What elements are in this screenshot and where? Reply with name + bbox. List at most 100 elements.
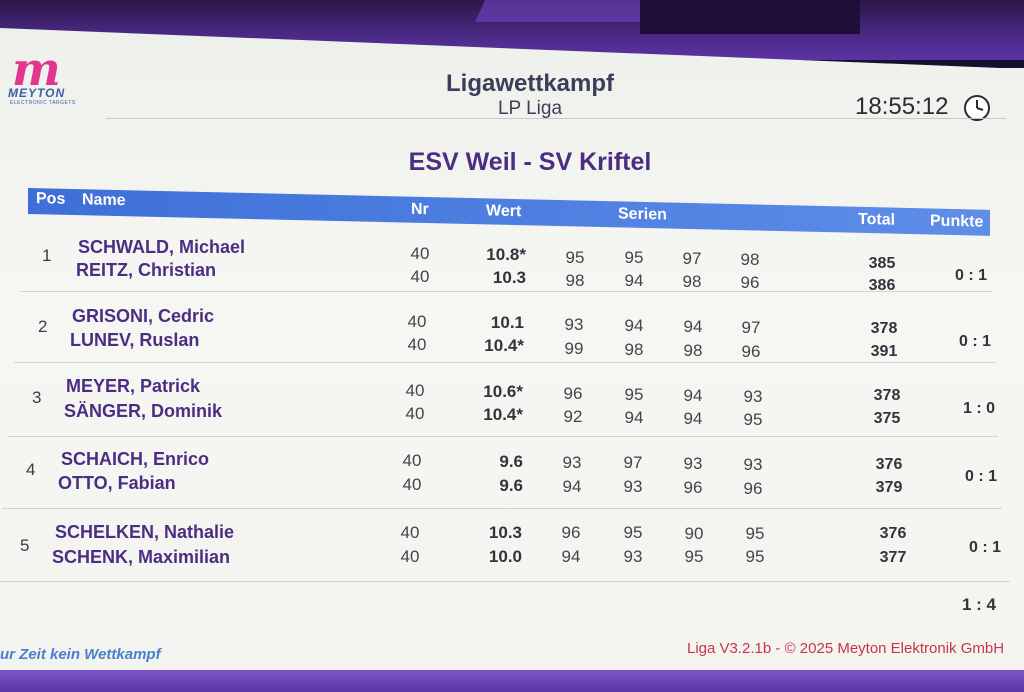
serie-value: 98 [683, 341, 703, 360]
final-score: 1 : 4 [962, 595, 997, 614]
serie-value: 90 [684, 524, 704, 543]
shooter-nr: 40 [405, 404, 425, 423]
shooter-nr: 40 [402, 475, 422, 494]
serie-value: 95 [624, 385, 644, 404]
serie-value: 97 [741, 318, 761, 337]
pair-position: 4 [26, 460, 36, 479]
shooter-name: OTTO, Fabian [58, 473, 176, 493]
row-divider [0, 581, 1010, 582]
col-name: Name [82, 191, 126, 210]
serie-value: 94 [683, 409, 703, 428]
shooter-name: SÄNGER, Dominik [64, 401, 223, 421]
app-title: Ligawettkampf [445, 70, 615, 97]
shooter-nr: 40 [405, 381, 425, 400]
shooter-wert: 10.1 [490, 313, 524, 332]
shooter-wert: 9.6 [499, 476, 523, 495]
serie-value: 95 [624, 248, 644, 267]
serie-value: 93 [743, 455, 763, 474]
serie-value: 93 [623, 547, 643, 566]
shooter-total: 379 [875, 479, 903, 496]
col-total: Total [858, 210, 896, 229]
pair-result: 0 : 1 [968, 539, 1001, 556]
serie-value: 95 [684, 547, 704, 566]
shooter-wert: 10.4* [483, 405, 523, 424]
serie-value: 92 [563, 407, 583, 426]
serie-value: 93 [683, 454, 703, 473]
serie-value: 98 [682, 272, 702, 291]
shooter-nr: 40 [407, 335, 427, 354]
serie-value: 95 [623, 523, 643, 542]
serie-value: 96 [561, 523, 581, 542]
serie-value: 95 [745, 524, 765, 543]
status-ticker: ur Zeit kein Wettkampf [0, 646, 161, 663]
serie-value: 99 [564, 339, 584, 358]
pair-result: 0 : 1 [954, 267, 987, 284]
shooter-total: 378 [870, 320, 898, 337]
match-title: ESV Weil - SV Kriftel [408, 148, 652, 176]
serie-value: 93 [743, 387, 763, 406]
shooter-name: SCHELKEN, Nathalie [55, 522, 235, 542]
shooter-total: 376 [875, 456, 903, 473]
col-wert: Wert [486, 202, 522, 221]
serie-value: 96 [683, 478, 703, 497]
shooter-wert: 10.6* [483, 382, 523, 401]
serie-value: 93 [623, 477, 643, 496]
serie-value: 95 [743, 410, 763, 429]
serie-value: 97 [623, 453, 643, 472]
clock-time: 18:55:12 [855, 93, 949, 120]
footer-version: Liga V3.2.1b - © 2025 Meyton Elektronik … [687, 640, 1005, 657]
logo-mark: m [12, 42, 61, 96]
shooter-name: SCHENK, Maximilian [52, 547, 231, 567]
clock-icon [964, 95, 990, 121]
col-punkte: Punkte [930, 212, 984, 231]
serie-value: 93 [562, 453, 582, 472]
pair-position: 3 [32, 388, 42, 407]
row-divider [2, 508, 1002, 509]
shooter-wert: 10.8* [486, 245, 526, 264]
logo-brand: MEYTON [8, 86, 66, 100]
shooter-wert: 10.3 [488, 523, 522, 542]
shooter-total: 378 [873, 387, 901, 404]
serie-value: 96 [743, 479, 763, 498]
shooter-wert: 10.4* [484, 336, 524, 355]
serie-value: 98 [740, 250, 760, 269]
pair-result: 0 : 1 [964, 468, 997, 485]
pair-result: 0 : 1 [958, 333, 991, 350]
serie-value: 96 [563, 384, 583, 403]
col-pos: Pos [36, 190, 66, 208]
shooter-total: 391 [870, 343, 898, 360]
pair-position: 1 [42, 246, 52, 265]
app-subtitle: LP Liga [497, 98, 563, 119]
col-serien: Serien [618, 205, 667, 224]
serie-value: 94 [624, 271, 644, 290]
ceiling-beam [640, 0, 860, 34]
shooter-total: 376 [879, 525, 907, 542]
col-nr: Nr [411, 200, 429, 219]
shooter-nr: 40 [410, 244, 430, 263]
shooter-name: SCHWALD, Michael [78, 237, 246, 257]
meyton-logo: m MEYTON ELECTRONIC TARGETS [8, 42, 94, 106]
screen-bottom-edge [0, 670, 1024, 692]
serie-value: 95 [745, 547, 765, 566]
shooter-nr: 40 [410, 267, 430, 286]
shooter-nr: 40 [400, 523, 420, 542]
shooter-wert: 10.0 [488, 547, 522, 566]
serie-value: 98 [565, 271, 585, 290]
shooter-total: 375 [873, 410, 901, 427]
serie-value: 94 [624, 408, 644, 427]
serie-value: 96 [741, 342, 761, 361]
shooter-name: SCHAICH, Enrico [61, 449, 210, 469]
shooter-name: REITZ, Christian [76, 260, 217, 280]
serie-value: 94 [683, 317, 703, 336]
serie-value: 94 [683, 386, 703, 405]
shooter-name: LUNEV, Ruslan [70, 330, 200, 350]
header-divider [106, 118, 1006, 119]
pair-result: 1 : 0 [962, 400, 995, 417]
shooter-nr: 40 [407, 312, 427, 331]
shooter-wert: 9.6 [499, 452, 523, 471]
serie-value: 96 [740, 273, 760, 292]
shooter-nr: 40 [402, 451, 422, 470]
logo-sub: ELECTRONIC TARGETS [10, 100, 76, 106]
shooter-nr: 40 [400, 547, 420, 566]
pair-position: 2 [38, 317, 48, 336]
